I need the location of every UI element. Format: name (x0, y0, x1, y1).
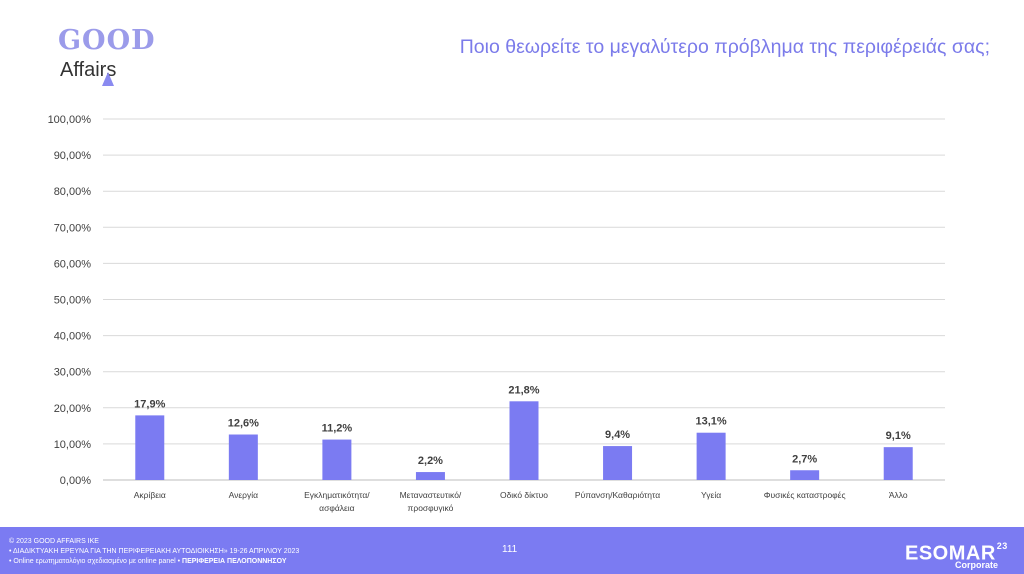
x-tick-label: προσφυγικό (408, 503, 454, 513)
footer-method-line: • Online ερωτηματολόγιο σχεδιασμένο με o… (9, 557, 299, 567)
x-tick-label: Μεταναστευτικό/ (400, 490, 462, 500)
bar (509, 401, 539, 480)
y-tick-label: 20,00% (54, 403, 92, 415)
data-label: 21,8% (508, 384, 539, 396)
y-tick-label: 10,00% (54, 439, 92, 451)
data-label: 9,1% (886, 430, 911, 442)
y-tick-label: 0,00% (60, 475, 91, 487)
page-number: 111 (502, 544, 518, 555)
footer-copyright: © 2023 GOOD AFFAIRS IKE (9, 538, 99, 545)
y-tick-label: 40,00% (54, 331, 92, 343)
data-label: 12,6% (228, 418, 259, 430)
footer-bar: © 2023 GOOD AFFAIRS IKE • ΔΙΑΔΙΚΤΥΑΚΗ ΕΡ… (0, 527, 1024, 574)
logo-triangle-icon (102, 72, 114, 86)
bar (415, 472, 445, 480)
x-tick-label: Ακρίβεια (134, 490, 166, 500)
x-tick-label: Ανεργία (229, 490, 259, 500)
footer-method: • Online ερωτηματολόγιο σχεδιασμένο με o… (9, 558, 183, 565)
footer-notes: © 2023 GOOD AFFAIRS IKE • ΔΙΑΔΙΚΤΥΑΚΗ ΕΡ… (9, 537, 299, 567)
bar-chart: 0,00% 10,00% 20,00% 30,00% 40,00% 50,00% 60,00… (48, 114, 945, 513)
x-tick-label: Άλλο (889, 490, 908, 500)
x-tick-label: ασφάλεια (319, 503, 355, 513)
bar (322, 439, 352, 480)
y-tick-label: 60,00% (54, 258, 92, 270)
page-title: Ποιο θεωρείτε το μεγαλύτερο πρόβλημα της… (459, 36, 990, 58)
bar (603, 446, 633, 480)
x-tick-label: Εγκληματικότητα/ (304, 490, 370, 500)
bar (883, 447, 913, 480)
x-tick-label: Υγεία (701, 490, 721, 500)
logo-good-text: GOOD (58, 25, 156, 56)
esomar-logo: ESOMAR23 (905, 538, 1008, 565)
good-affairs-logo: GOOD Affairs (58, 26, 168, 88)
x-tick-label: Οδικό δίκτυο (500, 490, 548, 500)
footer-region: ΠΕΡΙΦΕΡΕΙΑ ΠΕΛΟΠΟΝΝΗΣΟΥ (182, 558, 287, 565)
y-tick-label: 30,00% (54, 367, 92, 379)
data-label: 11,2% (322, 423, 353, 435)
footer-survey-title: • ΔΙΑΔΙΚΤΥΑΚΗ ΕΡΕΥΝΑ ΓΙΑ ΤΗΝ ΠΕΡΙΦΕΡΕΙΑΚ… (9, 548, 300, 555)
y-tick-label: 80,00% (54, 186, 92, 198)
x-tick-label: Φυσικές καταστροφές (764, 490, 846, 500)
data-label: 13,1% (696, 416, 727, 428)
bar (696, 432, 726, 480)
data-label: 9,4% (605, 429, 630, 441)
bar (135, 415, 165, 480)
data-label: 17,9% (134, 398, 165, 410)
esomar-text: ESOMAR (905, 542, 996, 565)
bar (228, 434, 258, 480)
y-tick-label: 70,00% (54, 222, 92, 234)
data-label: 2,2% (418, 455, 443, 467)
y-tick-label: 100,00% (48, 114, 92, 126)
esomar-corporate: Corporate (955, 560, 999, 570)
bar (790, 470, 820, 480)
esomar-year: 23 (996, 541, 1008, 551)
data-label: 2,7% (792, 453, 817, 465)
y-tick-label: 50,00% (54, 295, 92, 307)
x-tick-label: Ρύπανση/Καθαριότητα (575, 490, 660, 500)
y-tick-label: 90,00% (54, 150, 92, 162)
